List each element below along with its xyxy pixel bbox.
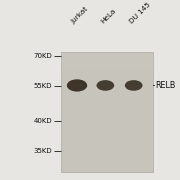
Bar — [61, 52, 153, 58]
Bar — [61, 70, 153, 76]
Bar — [61, 154, 153, 160]
Bar — [61, 112, 153, 118]
Bar — [61, 160, 153, 166]
Bar — [61, 88, 153, 94]
Bar — [61, 130, 153, 136]
Bar — [61, 106, 153, 112]
Bar — [61, 58, 153, 64]
Text: 55KD: 55KD — [34, 83, 52, 89]
Text: 35KD: 35KD — [34, 148, 52, 154]
Text: DU 145: DU 145 — [129, 1, 152, 25]
Ellipse shape — [128, 84, 140, 87]
Ellipse shape — [125, 80, 143, 91]
Bar — [61, 100, 153, 106]
Text: Jurkat: Jurkat — [70, 5, 89, 25]
Bar — [61, 142, 153, 148]
Ellipse shape — [70, 84, 84, 87]
Bar — [61, 136, 153, 142]
Bar — [61, 94, 153, 100]
Text: HeLa: HeLa — [99, 7, 117, 25]
Bar — [61, 124, 153, 130]
Bar — [61, 52, 153, 172]
Bar — [61, 76, 153, 82]
Ellipse shape — [96, 80, 114, 91]
Text: 40KD: 40KD — [34, 118, 52, 124]
Text: 70KD: 70KD — [33, 53, 52, 59]
Ellipse shape — [67, 79, 87, 92]
Bar — [61, 64, 153, 70]
Text: RELB: RELB — [155, 81, 175, 90]
Ellipse shape — [100, 84, 111, 87]
Bar — [61, 148, 153, 154]
Bar — [61, 82, 153, 88]
Bar — [61, 118, 153, 124]
Bar — [61, 166, 153, 172]
